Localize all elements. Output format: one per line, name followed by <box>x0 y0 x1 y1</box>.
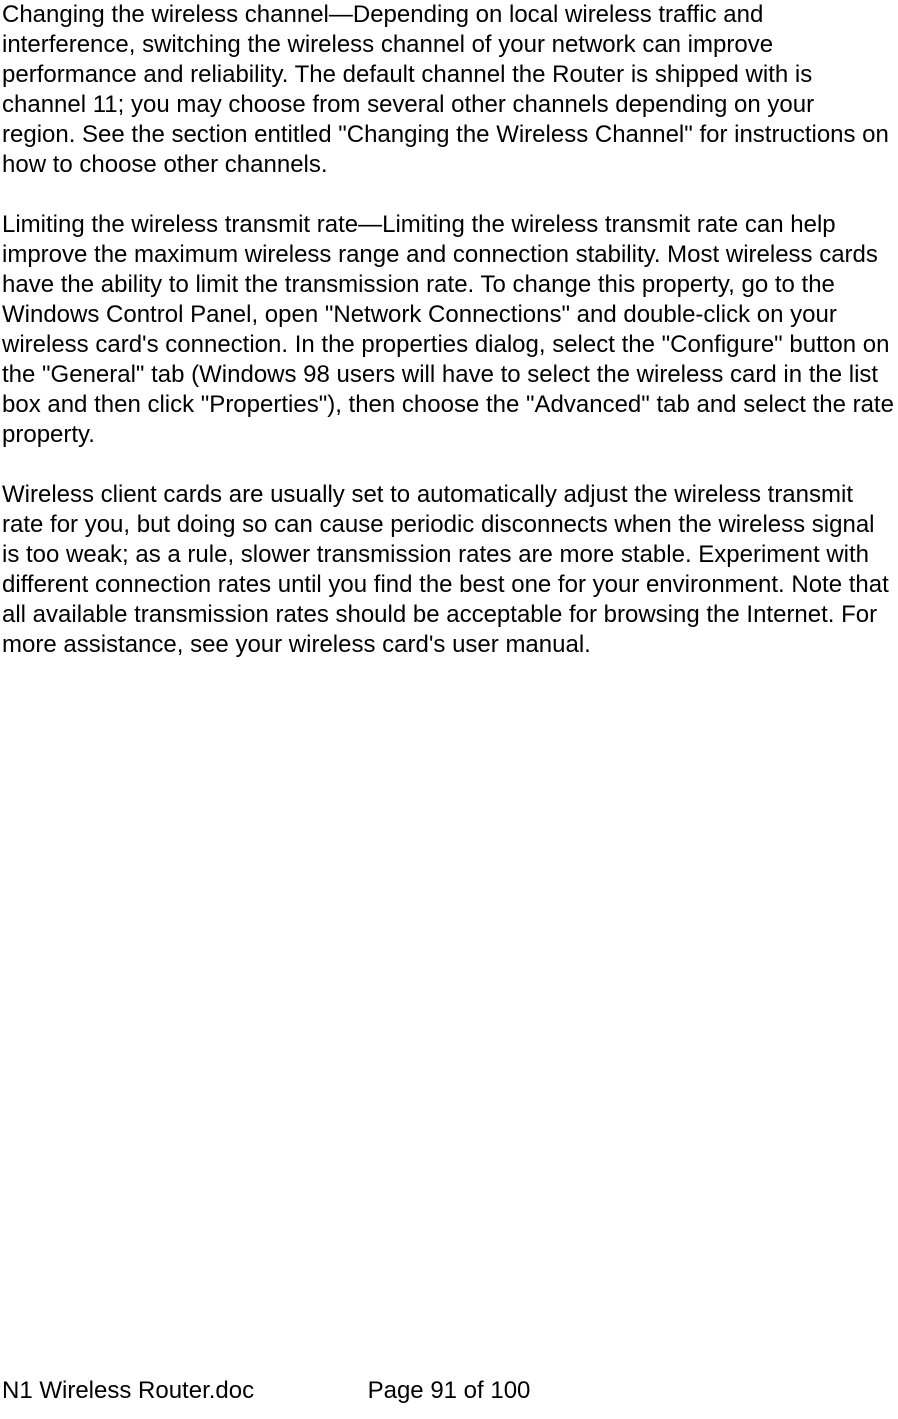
paragraph-transmit-rate: Limiting the wireless transmit rate—Limi… <box>2 210 894 450</box>
document-footer: N1 Wireless Router.doc Page 91 of 100 <box>0 1377 898 1405</box>
footer-filename: N1 Wireless Router.doc <box>2 1377 254 1405</box>
paragraph-client-cards: Wireless client cards are usually set to… <box>2 480 894 660</box>
paragraph-channel: Changing the wireless channel—Depending … <box>2 0 894 180</box>
footer-page-number: Page 91 of 100 <box>368 1377 531 1405</box>
document-body: Changing the wireless channel—Depending … <box>0 0 898 660</box>
